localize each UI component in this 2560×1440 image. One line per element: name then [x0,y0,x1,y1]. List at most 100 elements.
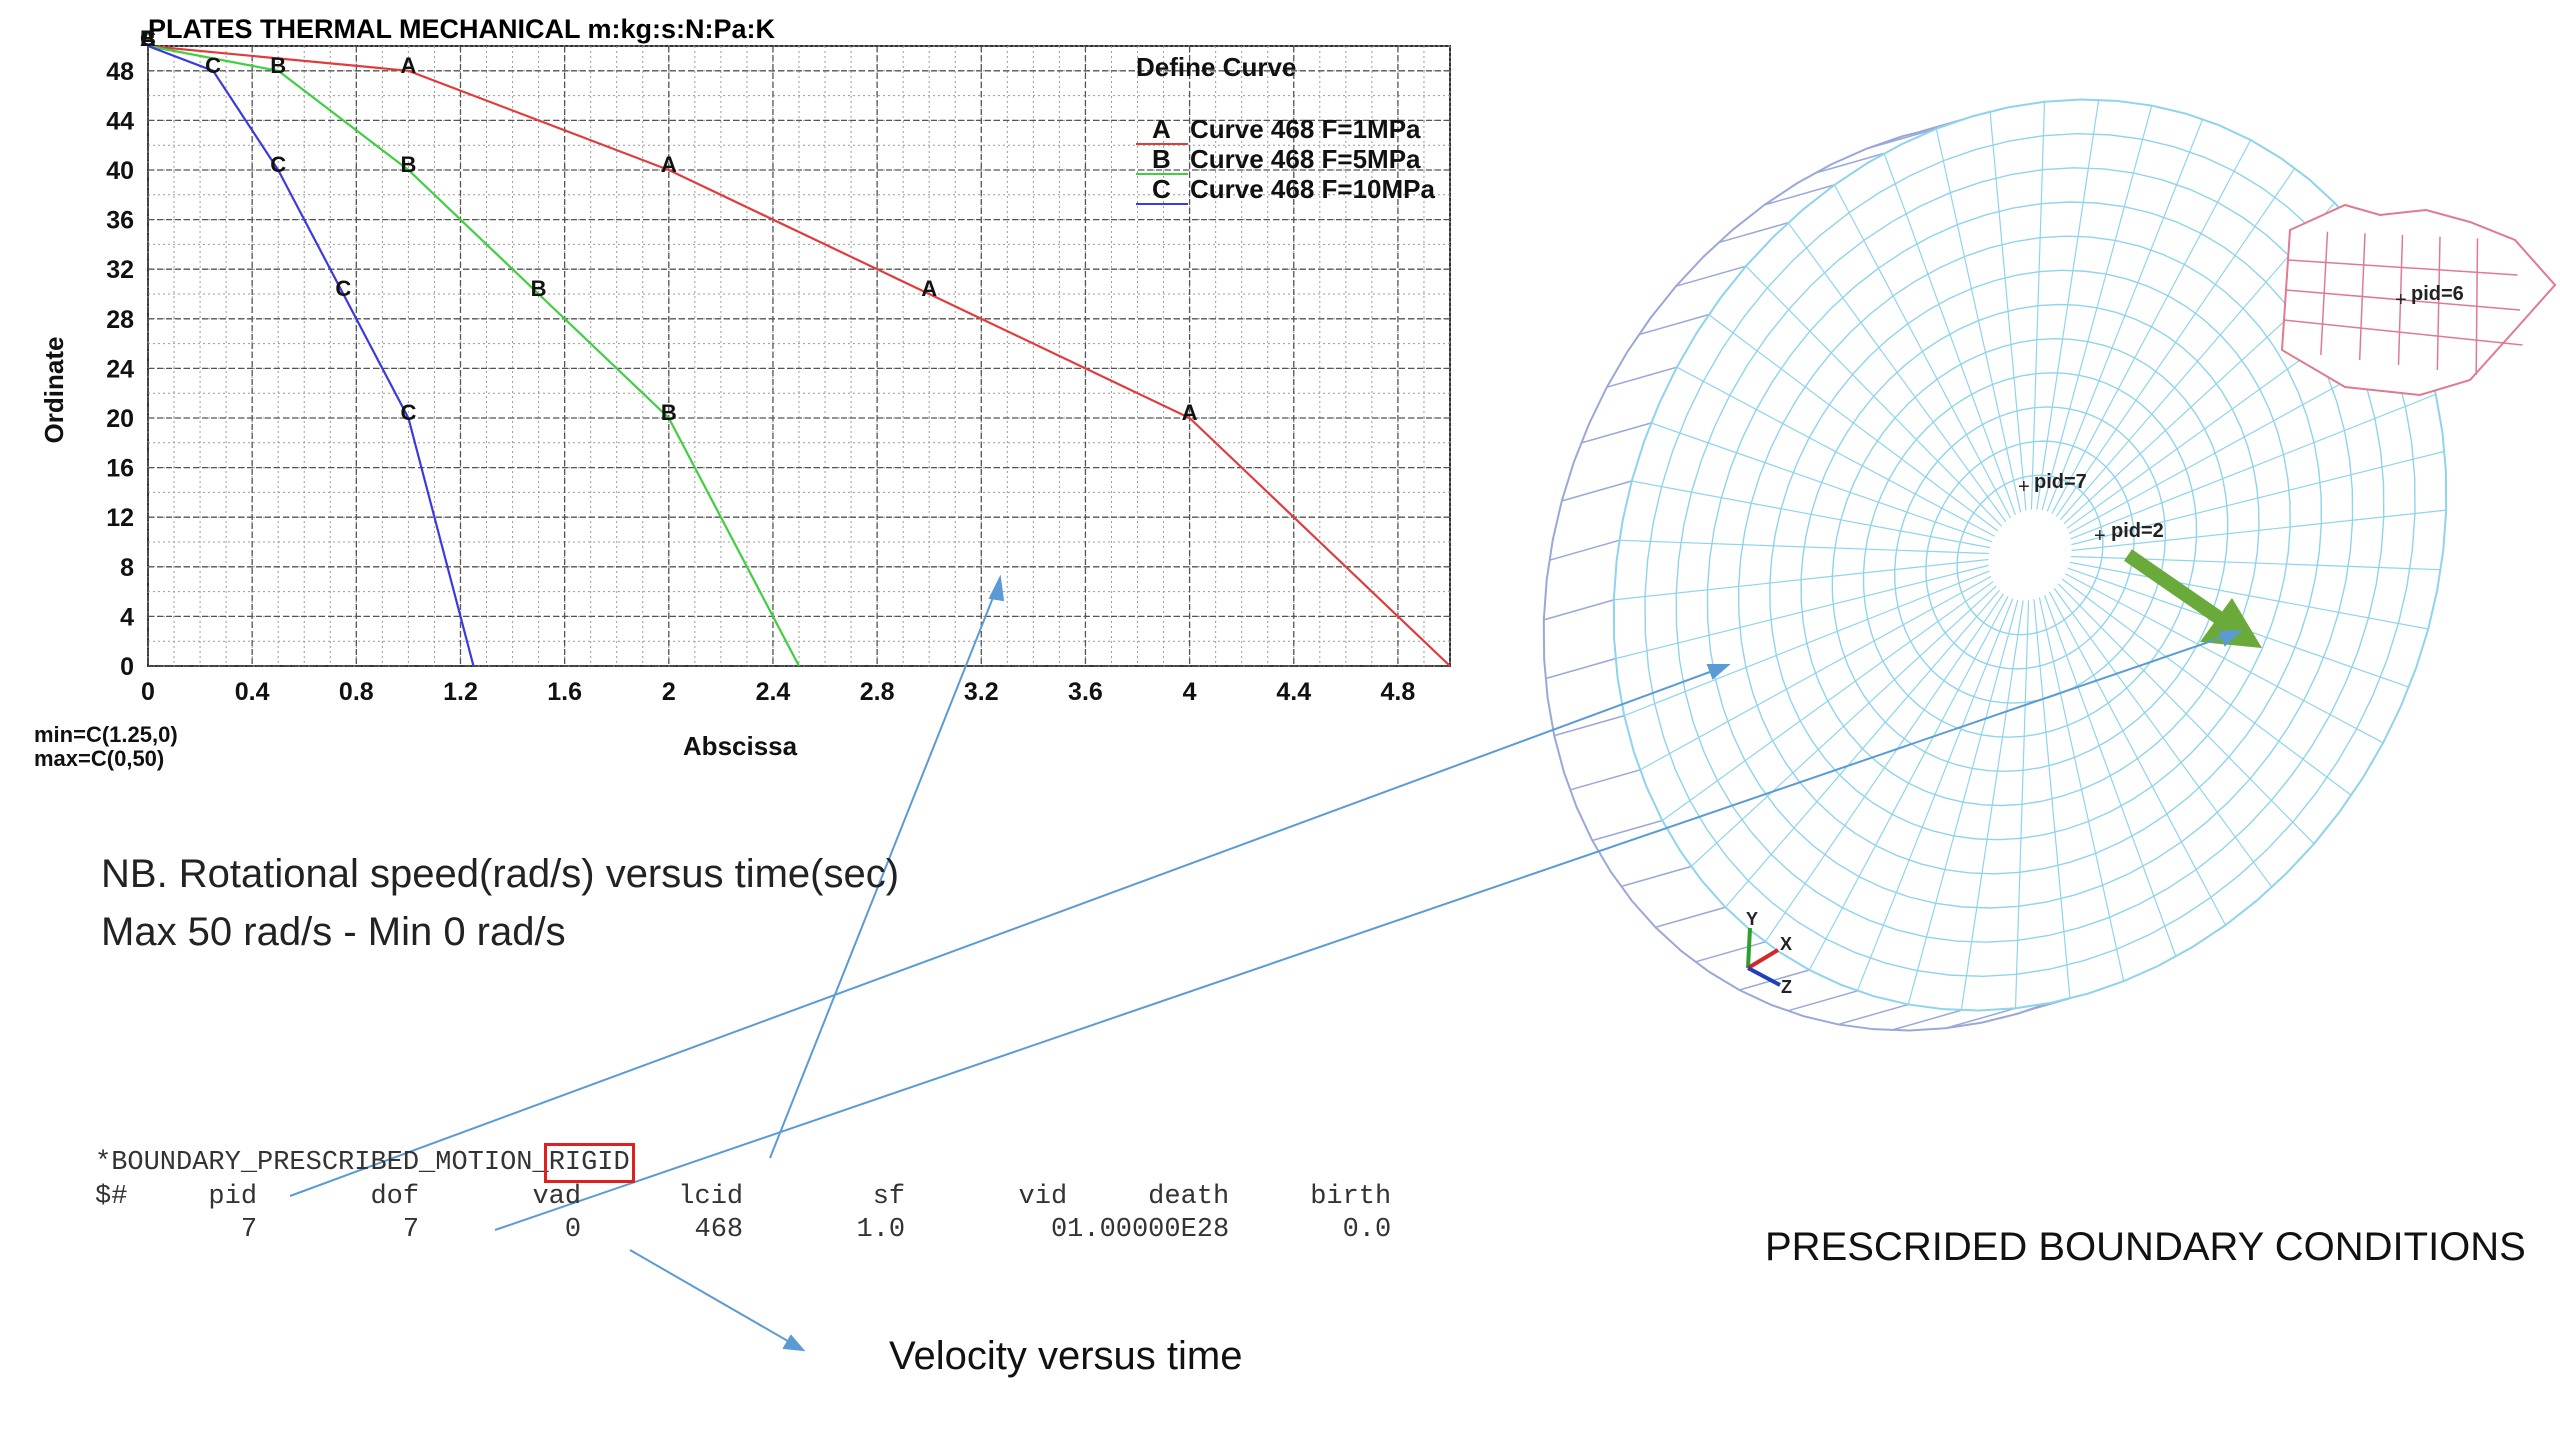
legend-label-b: Curve 468 F=5MPa [1190,144,1421,174]
disk-rim-segment [1561,480,1632,502]
x-tick-labels: 0 0.4 0.8 1.2 1.6 2 2.4 2.8 3.2 3.6 4 4.4 4.8 [141,678,1415,706]
legend-title: Define Curve [1136,52,1296,82]
disk-rim-segment [1569,769,1641,791]
disk-rim-segment [1620,865,1692,888]
keyword-title: *BOUNDARY_PRESCRIBED_MOTION_RIGID [95,1143,635,1183]
leader-pid-arrowhead-icon [1706,664,1731,680]
x-tick-label: 2 [662,678,676,706]
disk-mesh-spoke [1650,422,1993,543]
series-marker-b: B [400,152,416,177]
disk-mesh-spoke [1907,599,2019,1005]
boundary-conditions-caption: PRESCRIDED BOUNDARY CONDITIONS [1765,1225,2526,1269]
triad-x-label: X [1780,934,1792,954]
disk-rim-segment [1764,184,1835,206]
leader-rigid-to-chart [769,579,1001,1159]
disk-mesh-spoke [2069,561,2429,630]
part-6-block [2280,203,2557,397]
keyword-header-row: $# pid dof vad lcid sf vid death birth [95,1182,1392,1212]
y-tick-label: 0 [120,653,134,681]
grid-major [147,46,1450,667]
y-tick-label: 8 [120,554,134,582]
disk-mesh-spoke [1808,596,2009,971]
disk-rim-segment [1554,714,1625,737]
legend-label-c: Curve 468 F=10MPa [1190,174,1436,204]
pid-2-marker: + pid=2 [2094,520,2164,547]
disk-mesh-spoke [2057,583,2315,845]
y-tick-label: 28 [106,306,134,334]
annotation-leaders [289,574,2243,1352]
part-6-grid-line [2285,289,2521,311]
series-marker-a: A [661,152,677,177]
series-marker-c: C [400,400,416,425]
disk-mesh-spoke [2053,587,2273,888]
series-marker-c: C [270,152,286,177]
triad-z-label: Z [1781,977,1792,997]
disk-mesh-spoke [1613,558,1989,601]
x-tick-label: 1.2 [443,678,478,706]
leader-pid-to-model [289,665,1727,1197]
legend-marker-c: C [1152,174,1171,204]
x-tick-label: 0.4 [235,678,270,706]
disk-mesh-spoke [2046,118,2204,512]
motion-direction-arrow-icon [2124,549,2262,648]
disk-mesh-spoke [2051,139,2252,514]
disk-mesh-spoke [1624,570,1990,717]
pid-6-label: pid=6 [2411,283,2464,305]
pid-7-marker: + pid=7 [2018,471,2087,498]
part-6-grid-line [2283,319,2523,346]
disk-rim-segment [1891,1009,1962,1031]
note-line-1: NB. Rotational speed(rad/s) versus time(… [101,852,900,896]
disk-mesh-spoke [2038,597,2125,982]
disk-mesh-spoke [2041,105,2153,511]
y-tick-label: 32 [106,256,134,284]
series-lines [147,44,1451,667]
disk-rim-segment [1675,265,1747,287]
y-axis-label: Ordinate [39,337,69,444]
leader-dof-to-axis [494,631,2239,1231]
disk-rim-segment [1717,221,1789,244]
disk-mesh-spoke [1764,593,2005,943]
disk-mesh-spoke [1745,265,2003,527]
y-tick-label: 44 [106,107,134,135]
disk-mesh-spoke [1676,366,1995,537]
legend: Define Curve A Curve 468 F=1MPa B Curve 468… [1136,52,1436,205]
disk-rim-segment [1549,539,1620,562]
pid-6-marker: + pid=6 [2395,283,2464,311]
x-tick-label: 2.8 [860,678,895,706]
disk-mesh-spoke [1708,314,1999,532]
series-marker-a: A [921,276,937,301]
x-tick-label: 4.4 [1276,678,1311,706]
disk-mesh-spoke [2055,167,2296,517]
series-marker-c: C [205,53,221,78]
disk-mesh-spoke [1883,153,2016,516]
disk-mesh-spoke [2030,101,2046,510]
disk-mesh-spoke [1631,480,1991,549]
pid-7-label: pid=7 [2034,471,2087,493]
x-tick-label: 3.6 [1068,678,1103,706]
disk-mesh [1612,98,2448,1012]
disk-mesh-spoke [1989,111,2027,511]
leader-dof-arrowhead-icon [2218,629,2243,647]
series-marker-a: A [400,53,416,78]
series-marker-a: A [140,26,156,51]
x-tick-label: 0 [141,678,155,706]
disk-mesh-spoke [1725,589,2000,908]
disk-rim-segment [1866,128,1937,150]
pid-2-label: pid=2 [2111,520,2164,542]
disk-mesh-spoke [2071,509,2447,552]
disk-rim-segment [1638,313,1709,336]
disk-mesh-spoke [1935,128,2022,513]
part-6-grid-line [2287,259,2518,276]
min-readout: min=C(1.25,0) [34,722,178,747]
series-line-a [147,44,1451,667]
part-6-outline [2280,203,2557,397]
y-tick-label: 40 [106,157,134,185]
series-line-b [147,44,800,667]
note-line-2: Max 50 rad/s - Min 0 rad/s [101,910,566,954]
x-tick-label: 1.6 [547,678,582,706]
disk-mesh-spoke [1787,222,2007,523]
disk-mesh-spoke [2044,594,2177,957]
disk-mesh-spoke [1615,564,1989,660]
